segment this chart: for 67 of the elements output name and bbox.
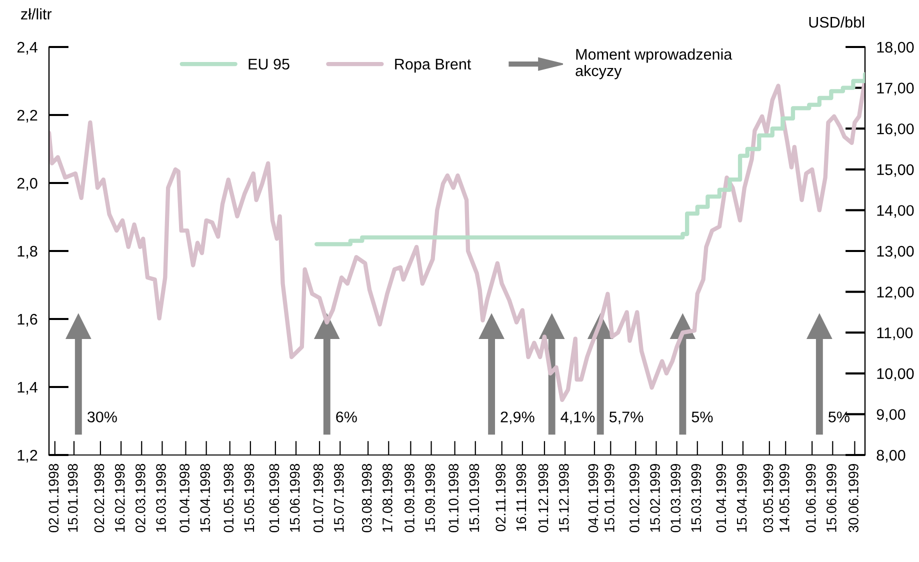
x-tick-label: 15.06.1999 [826,464,836,532]
ref-line-label: 5,7% [609,412,644,424]
legend-label: Ropa Brent [395,58,472,73]
x-tick-label: 16.02.1998 [114,464,125,532]
x-tick-label: 01.02.1999 [630,464,640,532]
x-tick-label: 15.09.1998 [425,464,435,532]
y-tick-label: 2,4 [17,42,38,54]
x-tick-label: 15.01.1999 [604,464,614,532]
x-tick-label: 01.06.1999 [806,464,816,532]
x-tick-label: 01.05.1998 [224,464,234,532]
x-tick-label: 01.10.1998 [448,464,459,532]
ref-line-label: 6% [336,412,357,422]
y2-tick-label: 18,00 [877,42,914,54]
x-tick-label: 15.10.1998 [469,464,480,532]
x-tick-label: 02.01.1998 [48,464,59,532]
x-tick-label: 03.08.1998 [362,464,372,532]
legend-label: EU 95 [248,58,290,70]
x-tick-label: 15.04.1999 [736,464,747,532]
x-tick-label: 15.01.1998 [68,464,78,532]
y-tick-label: 1,4 [18,382,38,394]
y2-tick-label: 12,00 [877,286,914,300]
x-tick-label: 16.11.1998 [516,464,526,531]
annotation: Moment wprowadzenia akcyzy [576,48,732,80]
x-tick-label: 02.11.1998 [496,464,506,532]
x-tick-label: 02.02.1998 [94,464,104,532]
x-tick-label: 16.03.1998 [156,464,166,532]
y-tick-label: 1,8 [18,246,38,258]
x-tick-label: 03.05.1999 [763,464,774,532]
x-tick-label: 15.05.1998 [244,464,254,532]
ref-line-label: 5% [692,412,713,422]
x-tick-label: 30.06.1999 [848,464,858,532]
x-tick-label: 04.01.1999 [588,464,598,532]
y-tick-label: 1,6 [18,314,38,326]
y2-tick-label: 10,00 [877,368,914,381]
x-tick-label: 15.12.1998 [558,464,569,532]
y2-tick-label: 15,00 [877,164,914,177]
x-tick-label: 17.08.1998 [382,464,392,532]
x-tick-label: 15.04.1998 [200,464,210,532]
y-axis-title: zł/litr [21,8,52,20]
x-tick-label: 15.03.1999 [691,464,702,532]
x-tick-label: 01.03.1999 [670,464,681,532]
ref-line-label: 5% [828,412,850,422]
ref-line-label: 4,1% [560,412,595,424]
x-tick-label: 01.04.1999 [716,464,726,532]
y-tick-label: 1,2 [18,450,38,462]
y2-tick-label: 13,00 [877,246,914,258]
y2-tick-label: 14,00 [877,205,914,218]
y2-tick-label: 11,00 [877,327,913,340]
y-tick-label: 2,2 [17,110,38,122]
x-tick-label: 01.06.1998 [269,464,280,532]
x-tick-label: 15.06.1998 [290,464,300,532]
x-tick-label: 01.12.1998 [538,464,548,532]
y2-tick-label: 17,00 [877,82,914,96]
y-tick-label: 2,0 [17,178,38,190]
x-tick-label: 15.02.1999 [650,464,660,532]
x-tick-label: 01.07.1998 [313,464,324,532]
x-tick-label: 01.04.1998 [180,464,190,532]
x-tick-label: 02.03.1998 [136,464,146,532]
x-tick-label: 01.09.1998 [404,464,414,532]
y2-tick-label: 9,00 [876,409,906,422]
y2-tick-label: 8,00 [876,450,906,462]
y2-tick-label: 16,00 [877,123,914,136]
x-tick-label: 15.07.1998 [334,464,344,532]
y2-axis-title: USD/bbl [809,16,864,28]
x-tick-label: 14.05.1999 [780,464,790,532]
ref-line-label: 30% [87,412,117,422]
ref-line-label: 2,9% [500,412,534,424]
